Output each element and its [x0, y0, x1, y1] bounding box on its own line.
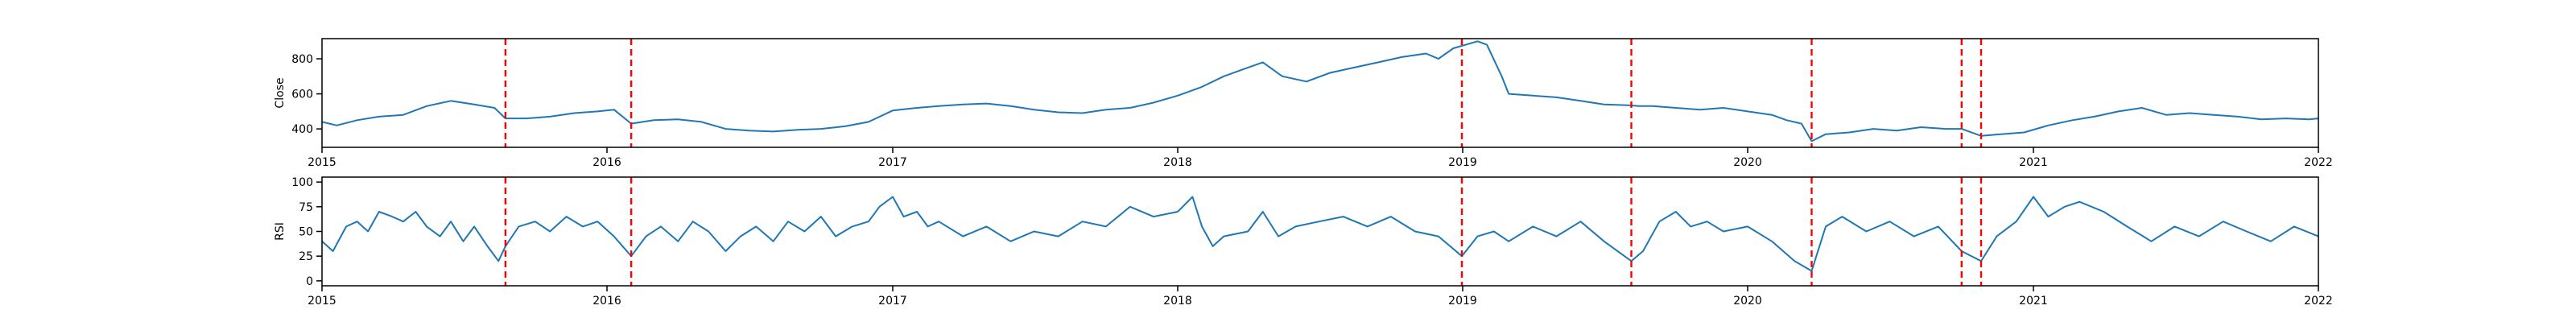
- close-x-tick-label: 2017: [878, 156, 907, 169]
- rsi-x-tick-label: 2021: [2019, 295, 2048, 308]
- rsi-axes-frame: [321, 176, 2319, 287]
- rsi-x-tick-label: 2020: [1733, 295, 1762, 308]
- rsi-panel: 2015 2016 2017 2018 2019 2020 2021 2022 0 25 50 75 1…: [274, 176, 2333, 308]
- close-y-tick-label: 600: [291, 89, 313, 101]
- close-x-tick-label: 2021: [2019, 156, 2048, 169]
- close-x-tick-label: 2020: [1733, 156, 1762, 169]
- close-panel: 2015 2016 2017 2018 2019 2020 2021 2022 400 600 80…: [274, 38, 2333, 169]
- close-x-tick-label: 2015: [308, 156, 336, 169]
- close-y-axis-label: Close: [274, 77, 287, 108]
- close-axes-frame: [321, 38, 2319, 148]
- rsi-x-tick-label: 2018: [1163, 295, 1192, 308]
- rsi-y-tick-label: 75: [299, 201, 313, 214]
- rsi-series-line: [321, 196, 2319, 272]
- rsi-x-tick-label: 2016: [592, 295, 621, 308]
- rsi-y-tick-label: 0: [306, 275, 313, 288]
- rsi-x-tick-label: 2015: [308, 295, 336, 308]
- rsi-x-tick-label: 2022: [2304, 295, 2333, 308]
- rsi-x-tick-label: 2017: [878, 295, 907, 308]
- rsi-y-tick-label: 50: [299, 226, 313, 239]
- rsi-y-axis-label: RSI: [274, 222, 287, 241]
- rsi-y-tick-label: 100: [291, 176, 313, 189]
- close-y-tick-label: 800: [291, 53, 313, 66]
- rsi-y-tick-label: 25: [299, 250, 313, 263]
- rsi-x-tick-label: 2019: [1448, 295, 1477, 308]
- close-x-tick-label: 2022: [2304, 156, 2333, 169]
- close-series-line: [321, 40, 2319, 142]
- close-x-tick-label: 2019: [1448, 156, 1477, 169]
- close-x-tick-label: 2016: [592, 156, 621, 169]
- close-x-tick-label: 2018: [1163, 156, 1192, 169]
- close-y-tick-label: 400: [291, 123, 313, 136]
